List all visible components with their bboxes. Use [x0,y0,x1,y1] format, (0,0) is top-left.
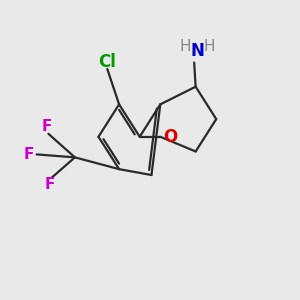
Text: F: F [45,177,55,192]
Text: F: F [23,147,34,162]
Text: Cl: Cl [98,53,116,71]
Text: O: O [164,128,178,146]
Text: H: H [180,39,191,54]
Text: N: N [190,42,204,60]
Text: F: F [42,119,52,134]
Text: H: H [203,39,214,54]
